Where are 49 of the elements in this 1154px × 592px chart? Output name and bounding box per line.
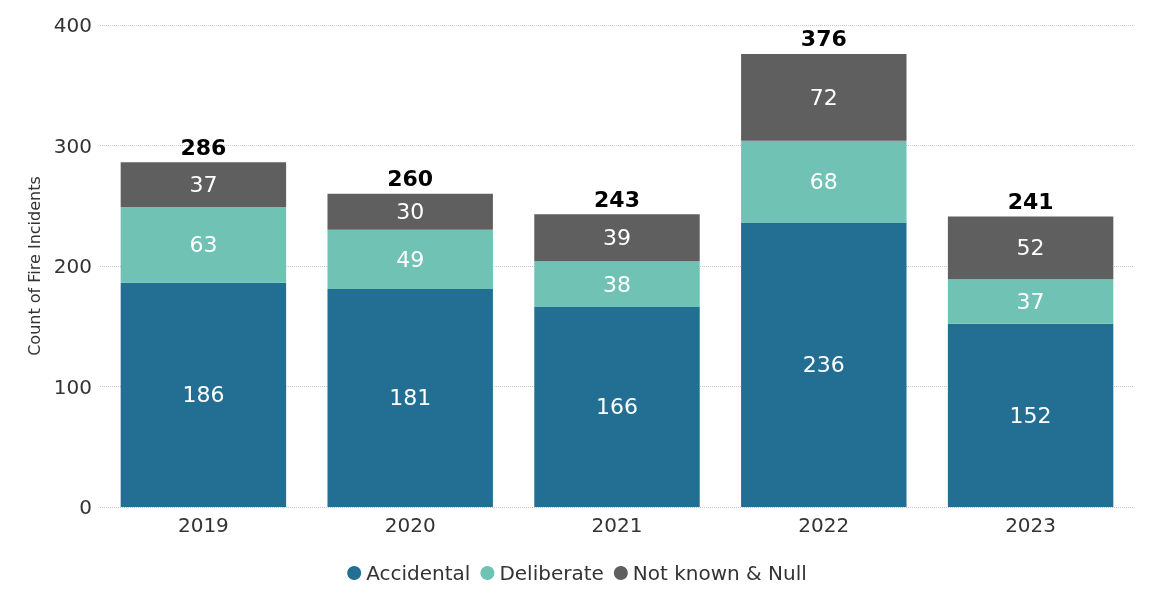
data-label: 52 [1016, 235, 1045, 261]
bar [534, 306, 700, 507]
bar [947, 279, 1114, 324]
legend-label: Accidental [366, 561, 471, 585]
y-tick-label: 400 [53, 13, 92, 37]
bar [947, 323, 1114, 507]
y-tick-label: 200 [53, 254, 92, 278]
bar [327, 193, 493, 230]
total-label: 260 [387, 166, 434, 192]
y-axis-title: Count of Fire Incidents [25, 176, 45, 356]
x-tick-label: 2021 [591, 513, 643, 537]
total-label: 286 [180, 134, 227, 160]
total-label: 376 [800, 26, 847, 52]
data-label: 37 [1016, 289, 1045, 315]
y-tick-label: 0 [79, 495, 92, 519]
bar [327, 229, 493, 289]
data-label: 186 [182, 382, 225, 408]
data-label: 37 [189, 172, 218, 198]
data-label: 166 [596, 394, 638, 420]
bar [534, 214, 700, 262]
x-tick-label: 2020 [384, 513, 436, 537]
y-tick-label: 300 [53, 133, 92, 158]
bar [120, 162, 287, 207]
data-label: 30 [396, 199, 425, 225]
bar [947, 216, 1114, 280]
bar [120, 282, 287, 507]
data-label: 39 [603, 225, 631, 251]
bar [741, 53, 907, 141]
data-label: 152 [1009, 402, 1052, 428]
legend-label: Deliberate [499, 561, 604, 585]
y-tick-label: 100 [53, 374, 92, 399]
data-label: 236 [802, 352, 845, 378]
data-label: 38 [603, 271, 631, 297]
data-label: 181 [389, 385, 432, 411]
x-tick-label: 2023 [1005, 513, 1057, 537]
total-label: 243 [594, 186, 640, 212]
bar [741, 140, 907, 223]
data-label: 49 [396, 246, 425, 272]
data-label: 63 [189, 232, 218, 258]
legend-label: Not known & Null [632, 561, 807, 585]
bar [741, 222, 907, 507]
data-label: 68 [809, 169, 838, 195]
bar [327, 288, 493, 507]
bar [534, 261, 700, 307]
bar [120, 206, 287, 283]
data-label: 72 [809, 84, 838, 110]
x-tick-label: 2022 [798, 513, 850, 537]
total-label: 241 [1007, 189, 1054, 215]
x-tick-label: 2019 [177, 513, 229, 537]
